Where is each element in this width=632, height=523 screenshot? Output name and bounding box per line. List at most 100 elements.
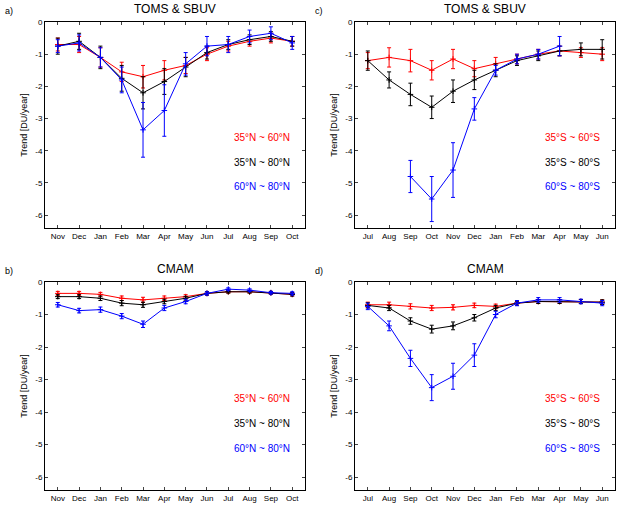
- svg-text:May: May: [573, 232, 588, 241]
- svg-text:Sep: Sep: [403, 232, 418, 241]
- svg-text:Feb: Feb: [115, 232, 129, 241]
- svg-text:Apr: Apr: [553, 494, 566, 503]
- svg-text:Sep: Sep: [264, 494, 279, 503]
- svg-text:Dec: Dec: [467, 232, 481, 241]
- svg-text:-5: -5: [35, 440, 43, 449]
- svg-text:Trend [DU/year]: Trend [DU/year]: [329, 93, 339, 157]
- svg-text:Jun: Jun: [201, 232, 214, 241]
- svg-text:60°N ~ 80°N: 60°N ~ 80°N: [234, 181, 290, 192]
- svg-text:Trend [DU/year]: Trend [DU/year]: [19, 93, 29, 157]
- svg-text:35°S ~ 80°S: 35°S ~ 80°S: [545, 418, 600, 429]
- svg-text:Oct: Oct: [286, 494, 299, 503]
- svg-text:Apr: Apr: [158, 494, 171, 503]
- svg-text:TOMS & SBUV: TOMS & SBUV: [444, 2, 526, 16]
- svg-text:Jan: Jan: [489, 494, 502, 503]
- svg-text:-6: -6: [35, 473, 43, 482]
- svg-text:35°N ~ 60°N: 35°N ~ 60°N: [234, 132, 290, 143]
- svg-text:Nov: Nov: [446, 232, 460, 241]
- svg-text:Jul: Jul: [363, 232, 373, 241]
- svg-text:TOMS & SBUV: TOMS & SBUV: [134, 2, 216, 16]
- svg-text:Jan: Jan: [94, 494, 107, 503]
- svg-text:Nov: Nov: [446, 494, 460, 503]
- svg-text:Mar: Mar: [531, 494, 545, 503]
- svg-text:Oct: Oct: [425, 494, 438, 503]
- svg-text:Feb: Feb: [115, 494, 129, 503]
- svg-text:35°S ~ 60°S: 35°S ~ 60°S: [545, 393, 600, 404]
- svg-text:d): d): [315, 266, 323, 276]
- svg-text:Jun: Jun: [596, 232, 609, 241]
- svg-text:-5: -5: [345, 440, 353, 449]
- svg-text:-6: -6: [35, 211, 43, 220]
- svg-text:35°S ~ 60°S: 35°S ~ 60°S: [545, 132, 600, 143]
- svg-text:-4: -4: [35, 408, 43, 417]
- svg-text:Jul: Jul: [223, 494, 233, 503]
- svg-text:Sep: Sep: [403, 494, 418, 503]
- svg-text:c): c): [315, 6, 323, 16]
- svg-text:-3: -3: [345, 114, 353, 123]
- svg-text:-3: -3: [35, 114, 43, 123]
- svg-text:CMAM: CMAM: [467, 262, 504, 276]
- svg-text:Jul: Jul: [223, 232, 233, 241]
- svg-text:Aug: Aug: [382, 494, 396, 503]
- svg-text:Dec: Dec: [72, 232, 86, 241]
- svg-text:0: 0: [348, 278, 353, 287]
- svg-text:-4: -4: [345, 408, 353, 417]
- svg-text:Dec: Dec: [467, 494, 481, 503]
- svg-text:-4: -4: [35, 147, 43, 156]
- svg-text:Jan: Jan: [94, 232, 107, 241]
- svg-text:-1: -1: [35, 50, 43, 59]
- svg-text:Oct: Oct: [286, 232, 299, 241]
- svg-text:35°N ~ 80°N: 35°N ~ 80°N: [234, 157, 290, 168]
- svg-text:-5: -5: [35, 179, 43, 188]
- svg-text:Sep: Sep: [264, 232, 279, 241]
- svg-text:Jul: Jul: [363, 494, 373, 503]
- svg-text:-2: -2: [35, 82, 43, 91]
- svg-text:Mar: Mar: [136, 494, 150, 503]
- svg-text:0: 0: [38, 278, 43, 287]
- svg-text:a): a): [5, 6, 13, 16]
- svg-text:Feb: Feb: [510, 232, 524, 241]
- svg-text:60°S ~ 80°S: 60°S ~ 80°S: [545, 443, 600, 454]
- svg-text:Jun: Jun: [596, 494, 609, 503]
- svg-text:Nov: Nov: [51, 232, 65, 241]
- svg-text:-6: -6: [345, 211, 353, 220]
- svg-text:35°N ~ 80°N: 35°N ~ 80°N: [234, 418, 290, 429]
- svg-text:Mar: Mar: [531, 232, 545, 241]
- svg-text:-1: -1: [35, 310, 43, 319]
- svg-text:60°N ~ 80°N: 60°N ~ 80°N: [234, 443, 290, 454]
- svg-text:0: 0: [38, 18, 43, 27]
- svg-text:-4: -4: [345, 147, 353, 156]
- svg-text:35°N ~ 60°N: 35°N ~ 60°N: [234, 393, 290, 404]
- svg-text:Trend [DU/year]: Trend [DU/year]: [19, 354, 29, 418]
- svg-text:b): b): [5, 266, 13, 276]
- svg-text:Aug: Aug: [242, 232, 256, 241]
- svg-text:May: May: [178, 494, 193, 503]
- svg-text:May: May: [573, 494, 588, 503]
- svg-text:Aug: Aug: [242, 494, 256, 503]
- svg-text:Aug: Aug: [382, 232, 396, 241]
- svg-text:-1: -1: [345, 50, 353, 59]
- svg-text:0: 0: [348, 18, 353, 27]
- svg-text:-2: -2: [345, 343, 353, 352]
- svg-text:-6: -6: [345, 473, 353, 482]
- svg-text:Jun: Jun: [201, 494, 214, 503]
- svg-text:-3: -3: [345, 375, 353, 384]
- svg-text:Apr: Apr: [553, 232, 566, 241]
- svg-text:-3: -3: [35, 375, 43, 384]
- svg-text:-2: -2: [345, 82, 353, 91]
- svg-text:35°S ~ 80°S: 35°S ~ 80°S: [545, 157, 600, 168]
- svg-text:Jan: Jan: [489, 232, 502, 241]
- svg-text:-1: -1: [345, 310, 353, 319]
- svg-text:60°S ~ 80°S: 60°S ~ 80°S: [545, 181, 600, 192]
- svg-text:-5: -5: [345, 179, 353, 188]
- svg-text:Apr: Apr: [158, 232, 171, 241]
- svg-text:Mar: Mar: [136, 232, 150, 241]
- svg-text:Feb: Feb: [510, 494, 524, 503]
- svg-text:-2: -2: [35, 343, 43, 352]
- svg-text:Trend [DU/year]: Trend [DU/year]: [329, 354, 339, 418]
- svg-text:Dec: Dec: [72, 494, 86, 503]
- svg-text:Nov: Nov: [51, 494, 65, 503]
- svg-text:CMAM: CMAM: [157, 262, 194, 276]
- svg-text:Oct: Oct: [425, 232, 438, 241]
- svg-text:May: May: [178, 232, 193, 241]
